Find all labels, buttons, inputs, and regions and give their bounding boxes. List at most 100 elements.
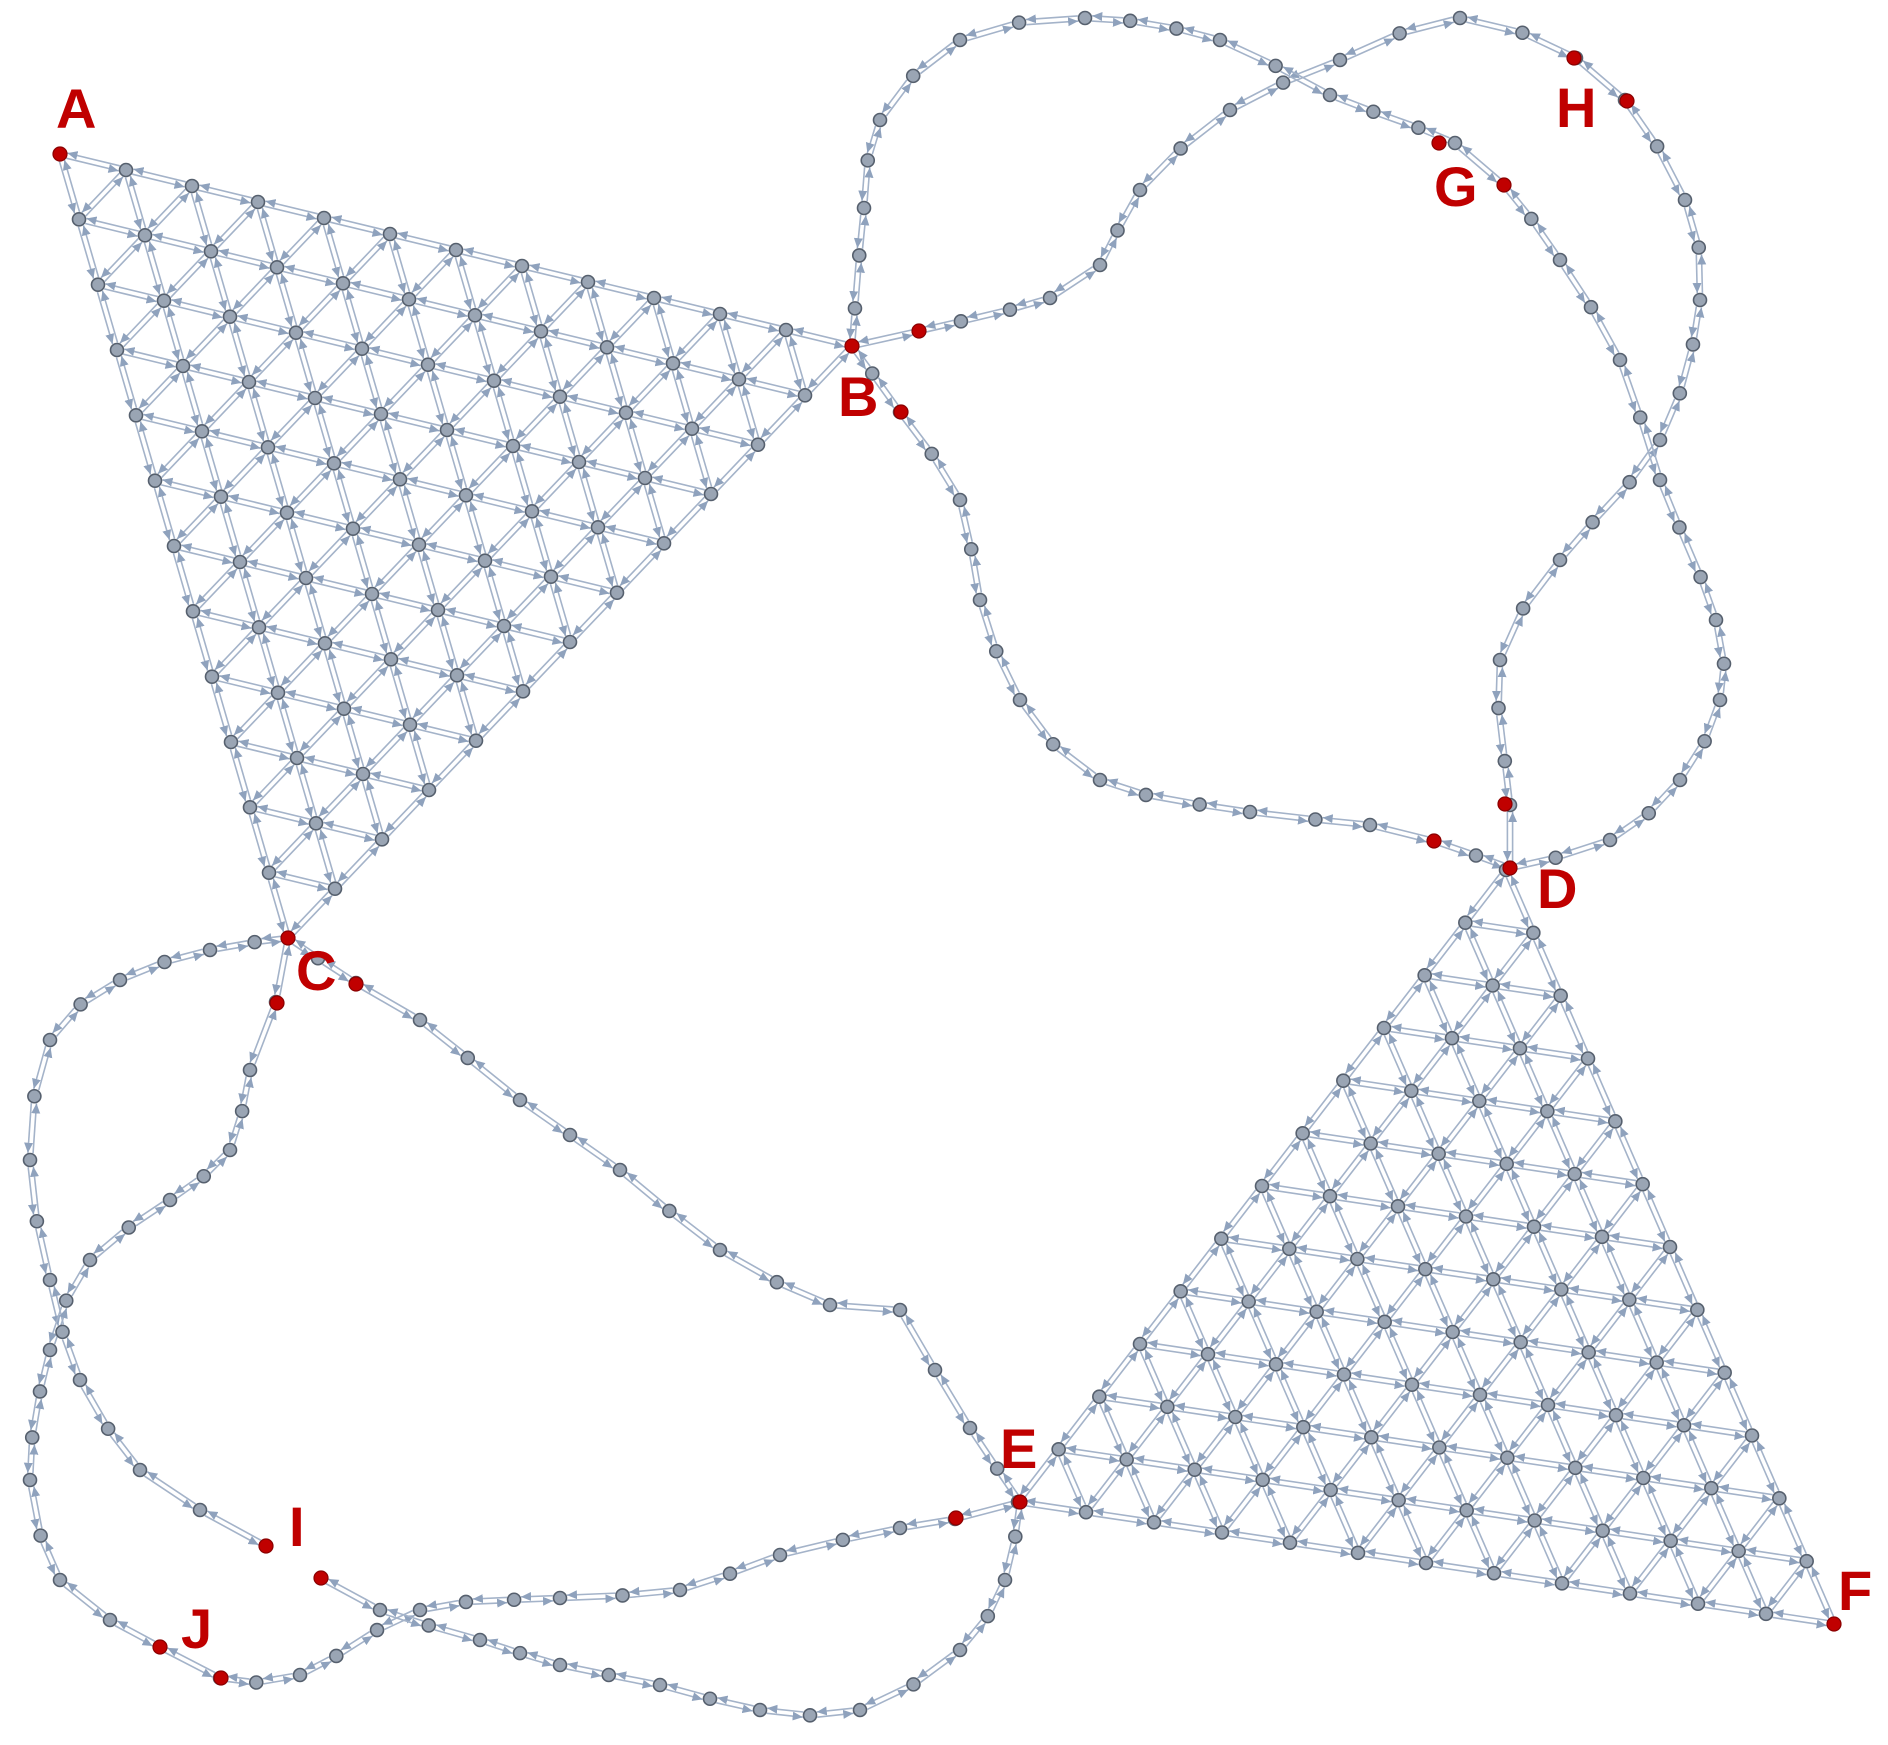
edge-912 <box>1631 1544 1665 1587</box>
edge-406 <box>623 549 662 590</box>
edge-1171 <box>117 1620 156 1643</box>
graph-node-18 <box>1677 192 1693 208</box>
edge-435 <box>656 303 675 357</box>
graph-node-281 <box>1444 1030 1460 1046</box>
edge-861 <box>1623 1410 1678 1423</box>
edge-310 <box>434 368 487 384</box>
edge-451 <box>727 311 780 327</box>
edge-604 <box>1092 1514 1147 1527</box>
edge-61 <box>252 813 271 866</box>
edge-1030 <box>1378 115 1412 129</box>
edge-788 <box>1527 1344 1582 1357</box>
edge-804 <box>1359 1503 1393 1547</box>
edge-687 <box>1473 1212 1528 1224</box>
edge-328 <box>491 564 544 580</box>
edge-357 <box>496 334 535 375</box>
edge-759 <box>1378 1432 1433 1445</box>
highlight-node-376 <box>213 1670 229 1686</box>
edge-51 <box>214 630 253 671</box>
highlight-node-360 <box>1502 860 1518 876</box>
graph-node-274 <box>1173 1284 1188 1299</box>
graph-node-9 <box>1222 102 1238 118</box>
edge-573 <box>1337 1191 1392 1204</box>
graph-node-35 <box>851 248 867 263</box>
graph-node-154 <box>962 1420 978 1436</box>
edge-840 <box>1427 1513 1461 1557</box>
graph-node-130 <box>506 1592 522 1608</box>
edge-67 <box>271 878 290 931</box>
label-F: F <box>1838 1559 1872 1622</box>
edge-143 <box>218 248 271 264</box>
edge-458 <box>745 336 784 377</box>
edge-397 <box>581 467 600 521</box>
edge-161 <box>275 444 328 460</box>
edge-987 <box>1565 528 1591 557</box>
graph-node-49 <box>1411 120 1426 136</box>
edge-1256 <box>766 1711 803 1721</box>
edge-377 <box>572 595 611 636</box>
edge-653 <box>1239 1422 1263 1473</box>
edge-873 <box>1541 1516 1597 1528</box>
edge-772 <box>1601 1243 1625 1295</box>
graph-node-313 <box>1567 1166 1582 1182</box>
edge-927 <box>1745 1546 1801 1559</box>
edge-1089 <box>1059 745 1097 775</box>
edge-334 <box>510 629 563 645</box>
edge-885 <box>1691 1420 1746 1433</box>
edge-411 <box>590 287 609 341</box>
edge-1166 <box>40 1542 56 1575</box>
graph-node-150 <box>769 1274 785 1290</box>
edge-242 <box>397 616 436 657</box>
edge-598 <box>1126 1466 1150 1518</box>
edge-789 <box>1527 1337 1583 1350</box>
edge-708 <box>1264 1430 1298 1474</box>
edge-579 <box>1296 1244 1351 1257</box>
edge-566 <box>1377 1146 1432 1159</box>
edge-730 <box>1533 1233 1557 1285</box>
graph-node-217 <box>364 586 380 602</box>
edge-1096 <box>1256 814 1309 825</box>
edge-1235 <box>975 1431 997 1462</box>
edge-830 <box>1554 1407 1609 1420</box>
label-I: I <box>289 1495 305 1558</box>
edge-786 <box>1481 1345 1515 1389</box>
edge-63 <box>252 760 291 802</box>
edge-158 <box>255 338 294 380</box>
edge-525 <box>1147 1339 1202 1352</box>
edge-562 <box>1370 1150 1394 1202</box>
edge-355 <box>496 386 515 439</box>
graph-node-67 <box>1548 850 1563 866</box>
edge-612 <box>1480 1051 1515 1095</box>
graph-node-232 <box>420 357 436 372</box>
edge-395 <box>586 459 639 475</box>
graph-node-6 <box>1110 223 1125 238</box>
edge-420 <box>624 419 643 473</box>
edge-505 <box>1227 1192 1261 1236</box>
edge-888 <box>1604 1481 1638 1525</box>
graph-node-110 <box>196 1168 212 1184</box>
edge-1114 <box>84 980 114 1000</box>
graph-node-261 <box>731 372 747 387</box>
edge-261 <box>345 236 384 278</box>
edge-941 <box>966 307 1003 320</box>
edge-836 <box>1513 1460 1569 1473</box>
graph-node-297 <box>1309 1304 1324 1319</box>
edge-400 <box>604 530 657 547</box>
graph-node-133 <box>672 1582 688 1598</box>
edge-398 <box>585 418 624 460</box>
edge-356 <box>500 337 539 378</box>
edge-1028 <box>1335 99 1367 113</box>
edge-1222 <box>672 1216 714 1249</box>
graph-node-76 <box>988 643 1004 659</box>
edge-162 <box>266 454 285 507</box>
edge-964 <box>1527 37 1569 59</box>
edge-559 <box>1376 1097 1410 1141</box>
graph-node-109 <box>222 1142 238 1158</box>
edge-179 <box>332 640 385 656</box>
edge-535 <box>1023 1455 1058 1499</box>
edge-1228 <box>836 1306 893 1316</box>
edge-1135 <box>146 1471 197 1505</box>
edge-462 <box>792 333 845 349</box>
edge-9 <box>81 172 120 214</box>
edge-1118 <box>32 1045 47 1090</box>
